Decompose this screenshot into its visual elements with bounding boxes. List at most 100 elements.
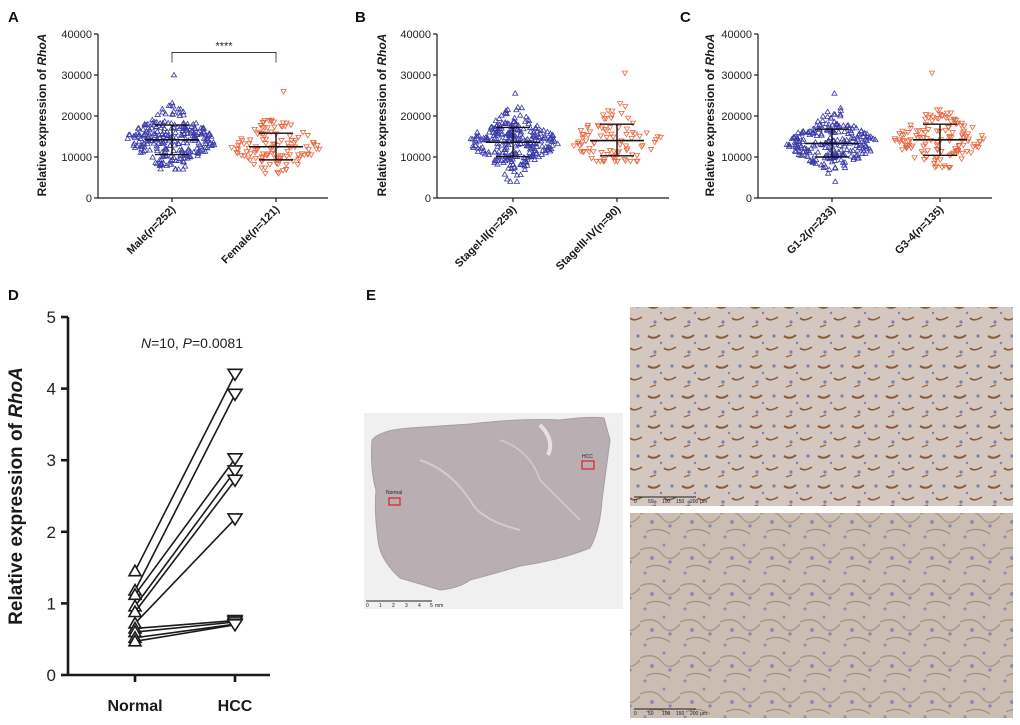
data-point <box>793 144 800 150</box>
data-point <box>607 131 615 138</box>
data-point <box>135 124 143 131</box>
data-point <box>928 70 936 77</box>
data-point <box>623 126 631 133</box>
data-point <box>493 135 501 142</box>
data-point <box>866 133 873 140</box>
data-point <box>794 129 802 135</box>
significance-label: **** <box>215 40 233 52</box>
data-point <box>491 129 499 136</box>
y-tick-label: 30000 <box>61 70 92 82</box>
data-point <box>154 128 161 134</box>
data-point <box>963 149 971 155</box>
y-tick-label: 20000 <box>61 111 92 123</box>
y-tick-label: 0 <box>47 666 56 685</box>
data-point <box>623 147 631 154</box>
data-point <box>818 132 825 138</box>
hcc-point <box>226 474 244 488</box>
data-point <box>169 110 176 117</box>
data-point <box>196 147 204 154</box>
data-point <box>310 141 318 148</box>
data-point <box>793 138 801 144</box>
data-point <box>896 131 903 137</box>
data-point <box>949 130 956 136</box>
data-point <box>153 147 161 154</box>
panel-label-b: B <box>355 9 366 26</box>
data-point <box>500 159 507 165</box>
data-point <box>252 155 260 162</box>
data-point <box>181 162 189 169</box>
data-point <box>474 144 482 151</box>
data-point <box>938 113 946 119</box>
data-point <box>479 149 487 155</box>
data-point <box>197 130 205 137</box>
data-point <box>525 117 533 123</box>
data-point <box>266 162 274 168</box>
hcc-point <box>226 513 244 527</box>
data-point <box>854 151 861 158</box>
scale-tick: 2 <box>392 603 395 609</box>
panel-b-scatter: 0 10000 20000 30000 40000 Relative expression… <box>375 29 669 273</box>
data-point <box>547 135 554 141</box>
data-point <box>189 120 197 127</box>
data-point <box>920 151 928 158</box>
data-point <box>139 126 147 132</box>
panel-d-paired-plot: 0 1 2 3 4 5 Relative expression of RhoA Normal H… <box>6 308 270 715</box>
data-point <box>811 142 818 149</box>
data-point <box>304 133 312 139</box>
data-point <box>940 163 948 170</box>
data-point <box>276 156 284 162</box>
data-point <box>933 107 941 114</box>
data-point <box>244 155 252 162</box>
data-point <box>195 139 203 146</box>
panel-e-zoom-hcc: 0 50 100 150 200 µm <box>630 307 1013 506</box>
data-point <box>964 138 972 145</box>
data-point <box>825 166 833 172</box>
pair-line <box>134 393 236 591</box>
data-point <box>633 158 641 165</box>
data-point <box>313 142 321 149</box>
data-point <box>947 119 955 125</box>
data-point <box>279 168 287 174</box>
data-point <box>535 153 543 160</box>
data-point <box>140 140 148 147</box>
data-point <box>907 137 914 143</box>
data-point <box>149 116 156 123</box>
data-point <box>498 141 506 148</box>
data-point <box>580 148 588 155</box>
data-point <box>130 140 138 146</box>
data-point <box>817 122 825 128</box>
x-category-label: G1-2(n=233) <box>785 203 838 256</box>
data-point <box>304 152 311 158</box>
data-point <box>847 134 855 141</box>
data-point <box>863 137 871 144</box>
data-point <box>504 155 511 162</box>
data-point <box>967 150 975 157</box>
y-tick-label: 20000 <box>400 111 431 123</box>
data-point <box>540 135 547 142</box>
data-point <box>310 140 317 146</box>
data-point <box>533 143 540 150</box>
data-point <box>835 148 842 155</box>
data-point <box>193 144 201 151</box>
pair-line <box>134 624 236 643</box>
data-point <box>604 108 612 114</box>
data-point <box>948 151 955 158</box>
data-point <box>859 150 866 156</box>
data-point <box>255 129 263 136</box>
data-point <box>824 113 831 119</box>
data-point <box>283 162 290 168</box>
roi-hcc-label: HCC <box>582 454 593 460</box>
scale-tick: 100 <box>662 499 671 505</box>
data-point <box>549 131 556 138</box>
tissue-fold <box>419 459 521 531</box>
data-point <box>609 134 617 141</box>
data-point <box>527 128 534 134</box>
roi-hcc-box <box>581 460 595 470</box>
data-point <box>804 128 812 135</box>
data-point <box>837 112 844 119</box>
data-point <box>282 166 290 173</box>
data-point <box>798 129 806 135</box>
data-point <box>819 117 826 123</box>
data-point <box>858 142 866 148</box>
data-point <box>809 158 817 165</box>
